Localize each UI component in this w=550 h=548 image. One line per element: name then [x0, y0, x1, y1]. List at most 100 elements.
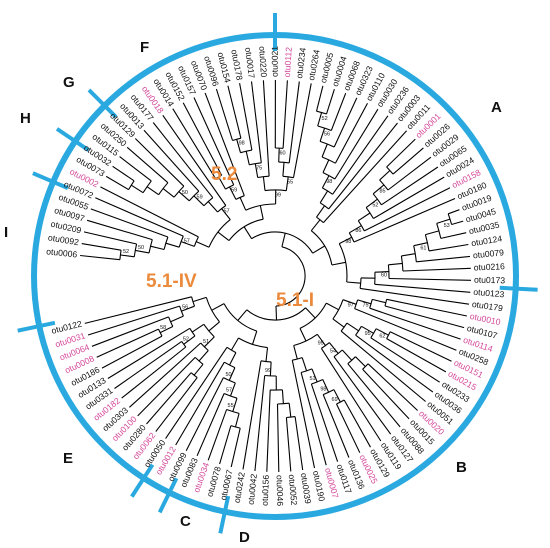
subtype-label-5-2: 5.2: [211, 164, 237, 185]
branch-line: [239, 83, 253, 151]
bootstrap-value: 56: [324, 132, 330, 138]
bootstrap-value: 50: [182, 190, 188, 196]
bootstrap-value: 60: [279, 151, 285, 157]
branch-line: [342, 299, 357, 305]
branch-arc: [223, 377, 236, 384]
branch-line: [126, 146, 169, 184]
branch-line: [159, 326, 174, 334]
branch-line: [346, 322, 359, 332]
branch-line: [254, 375, 266, 472]
branch-arc: [128, 180, 135, 190]
branch-line: [162, 188, 175, 198]
leaf-label: otu0092: [47, 232, 80, 247]
clade-boundary-tick: [55, 127, 90, 152]
branch-line: [384, 305, 465, 329]
branch-line: [101, 335, 163, 369]
branch-line: [322, 379, 330, 393]
branch-line: [105, 175, 129, 191]
branch-arc: [278, 161, 290, 164]
clade-label-f: F: [140, 39, 149, 56]
bootstrap-value: 52: [372, 202, 378, 208]
branch-line: [392, 147, 424, 175]
bootstrap-value: 51: [203, 339, 209, 345]
clade-boundary-tick: [499, 285, 538, 292]
branch-line: [322, 394, 350, 458]
branch-line: [386, 298, 468, 317]
bootstrap-value: 52: [123, 249, 129, 255]
branch-line: [322, 159, 330, 173]
branch-line: [192, 296, 207, 303]
clade-ring: [17, 13, 538, 534]
bootstrap-value: 86: [355, 228, 361, 234]
leaf-label: otu0079: [472, 247, 504, 260]
branch-line: [150, 245, 165, 251]
subtype-label-5-1-iv: 5.1-IV: [146, 271, 197, 292]
leaf-label: otu0216: [474, 261, 506, 272]
clade-boundary-tick: [32, 171, 69, 190]
bootstrap-value: 60: [381, 272, 387, 278]
leaf-label: otu0242: [232, 471, 247, 503]
clade-boundary-tick: [218, 495, 231, 534]
branch-arc: [238, 337, 268, 349]
bootstrap-values: 53 52 52 56 61 50 98 85 69 55 50 60 52 62 98 57 58 59 75 98…: [123, 116, 450, 409]
branch-line: [129, 342, 202, 408]
branch-line: [361, 325, 374, 334]
branch-line: [143, 129, 200, 192]
branch-line: [373, 176, 445, 219]
branch-arc: [224, 361, 236, 369]
branch-line: [165, 346, 228, 439]
branch-line: [364, 187, 451, 232]
branch-line: [386, 138, 416, 168]
branch-line: [316, 333, 326, 346]
leaf-label: otu0046: [275, 475, 286, 506]
branch-line: [172, 108, 217, 179]
tree-branches: [80, 79, 472, 473]
branch-line: [229, 352, 237, 366]
leaf-label: otu0179: [471, 299, 503, 313]
branch-line: [281, 389, 284, 404]
branch-line: [229, 382, 236, 397]
branch-line: [137, 357, 196, 417]
branch-line: [180, 241, 195, 247]
branch-arc: [370, 328, 377, 339]
branch-line: [262, 80, 270, 177]
branch-line: [204, 336, 215, 348]
bootstrap-value: 98: [326, 179, 332, 185]
clade-boundary-tick: [157, 477, 179, 514]
branch-line: [254, 163, 259, 178]
branch-arc: [158, 182, 169, 196]
branch-line: [425, 230, 440, 236]
branch-line: [310, 219, 321, 232]
branch-line: [96, 328, 159, 358]
branch-arc: [189, 328, 196, 337]
bootstrap-value: 58: [160, 325, 166, 331]
bootstrap-value: 95: [318, 340, 324, 346]
branch-line: [107, 327, 191, 379]
branch-arc: [319, 202, 330, 210]
leaf-label: otu0039: [299, 472, 313, 504]
branch-line: [388, 277, 472, 281]
branch-arc: [387, 264, 390, 279]
branch-arc: [359, 277, 362, 289]
branch-line: [219, 425, 232, 465]
branch-arc: [365, 207, 374, 219]
clade-label-h: H: [20, 110, 31, 127]
branch-line: [312, 245, 325, 254]
bootstrap-value: 98: [320, 387, 326, 393]
branch-line: [291, 360, 316, 469]
branch-line: [379, 170, 391, 181]
branch-line: [374, 283, 471, 293]
branch-arc: [223, 392, 238, 399]
leaf-label: otu0123: [473, 287, 505, 300]
clade-boundary-tick: [87, 88, 118, 119]
branch-line: [211, 303, 225, 311]
branch-arc: [226, 346, 237, 354]
branch-line: [90, 208, 169, 238]
branch-line: [87, 305, 180, 336]
branch-line: [228, 367, 236, 381]
branch-line: [84, 296, 192, 324]
branch-line: [315, 85, 324, 112]
branch-line: [285, 417, 292, 472]
branch-line: [178, 191, 190, 202]
branch-line: [328, 342, 339, 354]
